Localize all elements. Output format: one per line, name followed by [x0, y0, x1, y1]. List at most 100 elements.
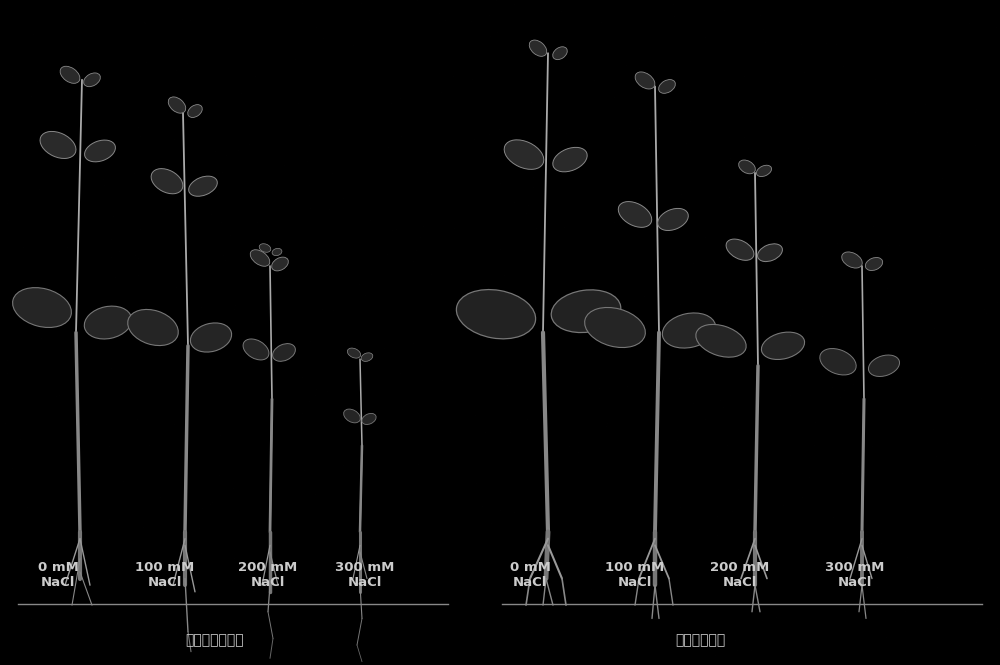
Point: [371, 133, 387, 144]
Point: [418, 75, 434, 86]
Point: [231, 259, 247, 270]
Point: [210, 366, 226, 376]
Point: [867, 170, 883, 181]
Point: [154, 348, 170, 358]
Point: [439, 627, 455, 638]
Point: [905, 53, 921, 64]
Point: [349, 483, 365, 494]
Point: [876, 638, 892, 649]
Point: [785, 385, 801, 396]
Point: [185, 321, 201, 331]
Point: [34, 132, 50, 143]
Point: [279, 113, 295, 124]
Point: [228, 325, 244, 336]
Point: [408, 22, 424, 33]
Point: [658, 317, 674, 327]
Point: [623, 60, 639, 70]
Point: [98, 460, 114, 470]
Point: [238, 221, 254, 232]
Point: [187, 225, 203, 235]
Point: [131, 619, 147, 630]
Point: [487, 48, 503, 59]
Point: [875, 349, 891, 360]
Point: [954, 33, 970, 43]
Point: [317, 315, 333, 326]
Point: [198, 213, 214, 223]
Point: [73, 232, 89, 243]
Point: [450, 515, 466, 526]
Point: [609, 521, 625, 532]
Point: [460, 101, 476, 112]
Point: [405, 464, 421, 475]
Point: [945, 148, 961, 158]
Point: [339, 327, 355, 337]
Point: [597, 0, 613, 7]
Point: [907, 246, 923, 257]
Point: [47, 628, 63, 638]
Point: [228, 350, 244, 360]
Point: [268, 529, 284, 539]
Point: [681, 533, 697, 543]
Point: [666, 643, 682, 654]
Point: [51, 202, 67, 213]
Point: [723, 418, 739, 429]
Point: [200, 349, 216, 360]
Point: [990, 38, 1000, 49]
Point: [665, 386, 681, 397]
Point: [338, 562, 354, 573]
Point: [520, 165, 536, 176]
Point: [260, 612, 276, 623]
Point: [712, 458, 728, 468]
Point: [876, 90, 892, 100]
Point: [863, 528, 879, 539]
Point: [233, 487, 249, 498]
Point: [885, 551, 901, 561]
Point: [382, 297, 398, 307]
Point: [981, 45, 997, 56]
Point: [765, 165, 781, 176]
Point: [148, 273, 164, 284]
Point: [744, 485, 760, 496]
Point: [791, 563, 807, 574]
Point: [858, 341, 874, 352]
Point: [423, 551, 439, 561]
Point: [762, 76, 778, 86]
Point: [27, 415, 43, 426]
Point: [457, 188, 473, 199]
Point: [490, 311, 506, 322]
Point: [617, 479, 633, 490]
Point: [991, 568, 1000, 579]
Point: [516, 650, 532, 661]
Point: [652, 221, 668, 232]
Point: [111, 645, 127, 656]
Point: [599, 350, 615, 361]
Point: [486, 629, 502, 640]
Point: [16, 607, 32, 618]
Point: [734, 236, 750, 247]
Point: [607, 51, 623, 61]
Point: [242, 521, 258, 532]
Point: [664, 348, 680, 358]
Point: [37, 66, 53, 76]
Point: [181, 184, 197, 194]
Point: [95, 539, 111, 550]
Point: [737, 471, 753, 481]
Point: [894, 524, 910, 535]
Point: [282, 297, 298, 308]
Point: [36, 345, 52, 356]
Point: [779, 397, 795, 408]
Point: [925, 313, 941, 323]
Point: [593, 184, 609, 195]
Point: [794, 555, 810, 566]
Point: [94, 608, 110, 619]
Point: [558, 108, 574, 118]
Point: [944, 550, 960, 561]
Point: [878, 173, 894, 184]
Point: [560, 227, 576, 238]
Point: [566, 561, 582, 572]
Point: [367, 84, 383, 95]
Point: [69, 353, 85, 364]
Point: [307, 557, 323, 568]
Point: [365, 272, 381, 283]
Point: [861, 634, 877, 645]
